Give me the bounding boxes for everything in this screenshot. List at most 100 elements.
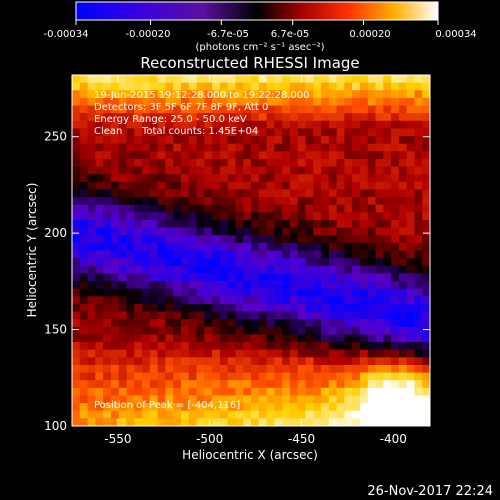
heatmap-cell — [336, 410, 345, 419]
heatmap-cell — [219, 418, 229, 426]
heatmap-cell — [398, 151, 408, 160]
heatmap-cell — [204, 387, 213, 397]
heatmap-cell — [328, 120, 338, 130]
heatmap-cell — [328, 418, 338, 426]
heatmap-cell — [103, 334, 112, 343]
heatmap-cell — [227, 319, 237, 328]
heatmap-cell — [313, 113, 322, 122]
heatmap-cell — [328, 219, 338, 229]
heatmap-cell — [134, 380, 143, 389]
heatmap-cell — [142, 151, 151, 160]
heatmap-cell — [391, 334, 400, 343]
heatmap-cell — [134, 258, 143, 267]
heatmap-cell — [383, 296, 392, 305]
heatmap-cell — [118, 273, 128, 282]
heatmap-cell — [289, 418, 299, 426]
heatmap-cell — [328, 136, 338, 145]
heatmap-cell — [344, 128, 353, 137]
heatmap-cell — [212, 82, 221, 91]
heatmap-cell — [344, 204, 353, 213]
heatmap-cell — [344, 82, 353, 91]
heatmap-cell — [142, 136, 151, 145]
heatmap-cell — [406, 197, 416, 206]
heatmap-cell — [126, 258, 135, 267]
heatmap-cell — [165, 319, 174, 328]
heatmap-cell — [103, 105, 112, 114]
heatmap-cell — [258, 120, 268, 130]
heatmap-cell — [359, 418, 369, 426]
heatmap-cell — [282, 296, 291, 305]
heatmap-cell — [227, 113, 237, 122]
heatmap-cell — [243, 364, 252, 374]
heatmap-cell — [305, 387, 314, 397]
heatmap-cell — [321, 273, 330, 282]
heatmap-cell — [289, 82, 299, 91]
heatmap-cell — [227, 151, 237, 160]
heatmap-cell — [289, 357, 299, 366]
heatmap-cell — [180, 113, 190, 122]
heatmap-cell — [157, 75, 166, 84]
x-tick-label-2: -500 — [196, 432, 223, 446]
heatmap-cell — [328, 242, 338, 252]
heatmap-cell — [103, 181, 112, 191]
heatmap-cell — [274, 403, 283, 412]
heatmap-cell — [336, 319, 345, 328]
heatmap-cell — [212, 349, 221, 358]
heatmap-cell — [336, 212, 345, 221]
heatmap-cell — [336, 281, 345, 290]
heatmap-cell — [313, 326, 322, 336]
heatmap-cell — [313, 273, 322, 282]
heatmap-cell — [375, 372, 384, 381]
heatmap-cell — [79, 326, 89, 336]
heatmap-cell — [235, 418, 244, 426]
heatmap-cell — [72, 219, 81, 229]
heatmap-cell — [87, 258, 96, 267]
heatmap-cell — [258, 227, 268, 236]
heatmap-cell — [165, 364, 174, 374]
heatmap-cell — [173, 97, 182, 107]
heatmap-cell — [196, 158, 205, 168]
heatmap-cell — [422, 250, 430, 259]
heatmap-cell — [134, 113, 143, 122]
heatmap-cell — [398, 158, 408, 168]
heatmap-cell — [188, 97, 198, 107]
heatmap-cell — [359, 128, 369, 137]
heatmap-cell — [212, 97, 221, 107]
heatmap-cell — [289, 265, 299, 274]
heatmap-cell — [367, 288, 377, 297]
heatmap-cell — [297, 258, 307, 267]
heatmap-cell — [367, 166, 377, 175]
heatmap-cell — [79, 342, 89, 351]
heatmap-cell — [414, 174, 423, 183]
heatmap-cell — [188, 219, 198, 229]
heatmap-cell — [398, 120, 408, 130]
heatmap-cell — [266, 242, 275, 252]
heatmap-cell — [72, 128, 81, 137]
heatmap-cell — [305, 258, 314, 267]
heatmap-cell — [282, 75, 291, 84]
heatmap-cell — [196, 166, 205, 175]
heatmap-cell — [336, 227, 345, 236]
heatmap-cell — [188, 403, 198, 412]
heatmap-cell — [149, 296, 159, 305]
heatmap-cell — [134, 334, 143, 343]
heatmap-cell — [196, 387, 205, 397]
heatmap-cell — [79, 204, 89, 213]
heatmap-cell — [227, 82, 237, 91]
heatmap-cell — [414, 250, 423, 259]
heatmap-cell — [72, 181, 81, 191]
heatmap-cell — [282, 380, 291, 389]
heatmap-cell — [367, 227, 377, 236]
heatmap-cell — [212, 75, 221, 84]
heatmap-cell — [235, 288, 244, 297]
heatmap-cell — [110, 250, 120, 259]
heatmap-cell — [383, 204, 392, 213]
heatmap-cell — [414, 258, 423, 267]
heatmap-cell — [289, 197, 299, 206]
heatmap-cell — [87, 97, 96, 107]
heatmap-cell — [289, 143, 299, 152]
heatmap-cell — [212, 250, 221, 259]
heatmap-cell — [375, 349, 384, 358]
heatmap-cell — [398, 235, 408, 244]
heatmap-cell — [422, 158, 430, 168]
